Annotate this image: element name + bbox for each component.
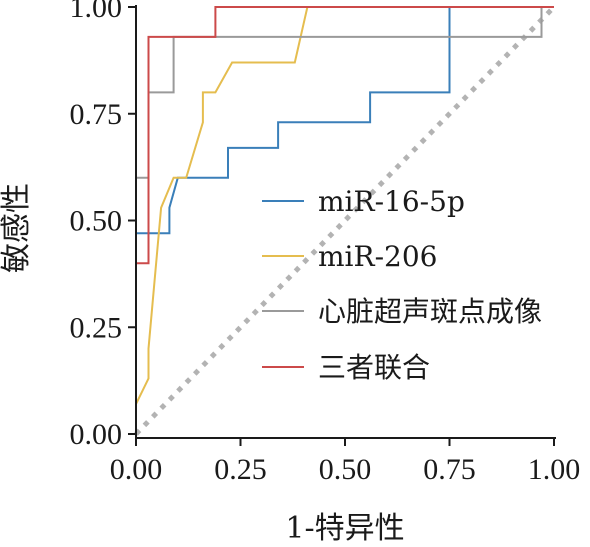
- x-tick-label: 0.25: [214, 453, 267, 486]
- legend-label-mir-206: miR-206: [318, 240, 438, 273]
- y-tick-label: 0.00: [70, 418, 123, 451]
- series-mir-16-5p-line: [136, 6, 554, 235]
- series-combined-line: [136, 6, 554, 265]
- x-tick-label: 1.00: [528, 453, 581, 486]
- x-axis-title: 1-特异性: [285, 511, 404, 546]
- series-mir-206-line: [135, 6, 554, 405]
- x-tick-label: 0.00: [110, 453, 163, 486]
- y-tick-label: 0.75: [70, 98, 123, 131]
- x-tick-label: 0.75: [423, 453, 476, 486]
- series-speckle-tracking-line: [135, 6, 554, 264]
- y-tick-label: 0.25: [70, 311, 123, 344]
- legend-label-speckle-tracking: 心脏超声斑点成像: [318, 295, 542, 328]
- legend-label-combined: 三者联合: [318, 351, 430, 384]
- reference-line-layer: [134, 5, 556, 436]
- ticks: 0.00 0.25 0.50 0.75 1.00 0.00 0.25 0.50 0.75 1.00: [70, 0, 581, 486]
- y-tick-label: 0.50: [70, 205, 123, 238]
- legend: miR-16-5p miR-206 心脏超声斑点成像 三者联合: [262, 185, 542, 384]
- y-axis-title: 敏感性: [0, 183, 34, 273]
- series-layer: [135, 6, 554, 405]
- reference-diagonal-line: [134, 5, 556, 436]
- x-tick-label: 0.50: [319, 453, 372, 486]
- legend-label-mir-16-5p: miR-16-5p: [318, 185, 465, 218]
- y-tick-label: 1.00: [70, 0, 123, 24]
